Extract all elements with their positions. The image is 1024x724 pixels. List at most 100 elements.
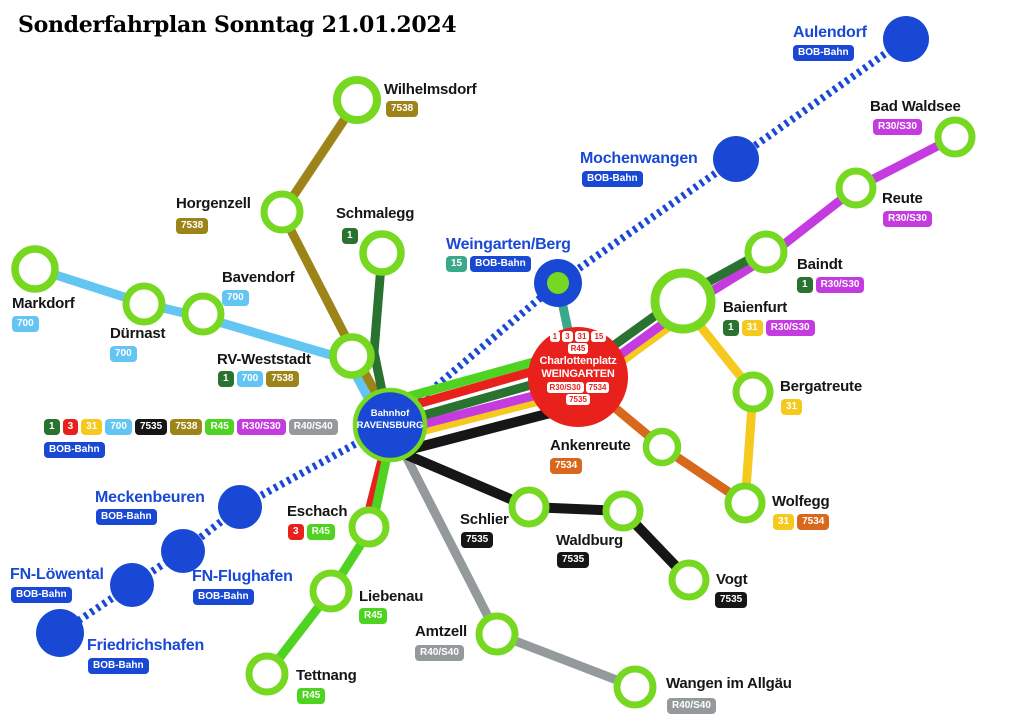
station-node-wilhelmsdorf xyxy=(333,76,381,124)
line-badge-1: 1 xyxy=(44,419,60,435)
badge-group-eschach: 3 R45 xyxy=(288,524,335,540)
line-badge-r45: R45 xyxy=(205,419,234,435)
station-node-rv-weststadt xyxy=(329,333,375,379)
hub-label-charlottenplatz-line1: Charlottenplatz xyxy=(539,355,617,368)
page-title: Sonderfahrplan Sonntag 21.01.2024 xyxy=(18,12,457,38)
station-node-vogt xyxy=(668,559,710,601)
badge-group-fn-loewental: BOB-Bahn xyxy=(11,587,72,603)
station-node-waldburg xyxy=(602,490,644,532)
charlottenplatz-badge-row-2: R45 xyxy=(567,343,589,355)
hub-label-ravensburg-line2: RAVENSBURG xyxy=(356,419,424,431)
charlottenplatz-badge-row-1: 1 3 31 15 xyxy=(549,331,607,343)
hub-label-ravensburg: Bahnhof RAVENSBURG xyxy=(346,408,434,432)
badge-group-ravensburg-bob: BOB-Bahn xyxy=(44,442,105,458)
badge-group-liebenau: R45 xyxy=(359,608,388,624)
station-label-bavendorf: Bavendorf xyxy=(222,269,295,286)
line-badge-bob-bahn: BOB-Bahn xyxy=(793,45,854,61)
station-node-aulendorf xyxy=(883,16,929,62)
line-badge-3: 3 xyxy=(62,419,79,435)
station-label-fn-loewental: FN-Löwental xyxy=(10,566,104,583)
line-badge-bob-bahn: BOB-Bahn xyxy=(88,658,149,674)
station-node-baindt xyxy=(744,230,788,274)
station-label-baienfurt: Baienfurt xyxy=(723,299,788,316)
station-label-schlier: Schlier xyxy=(460,511,509,528)
line-badge-r40-s40: R40/S40 xyxy=(667,698,716,714)
badge-group-schmalegg: 1 xyxy=(342,228,358,244)
line-badge-3: 3 xyxy=(562,331,573,343)
line-badge-700: 700 xyxy=(222,290,249,306)
line-badge-700: 700 xyxy=(12,316,39,332)
station-label-vogt: Vogt xyxy=(716,571,748,588)
charlottenplatz-badge-row-3: R30/S30 7534 xyxy=(546,381,610,393)
line-badge-r30-s30: R30/S30 xyxy=(883,211,932,227)
station-label-rv-weststadt: RV-Weststadt xyxy=(217,351,311,368)
line-badge-31: 31 xyxy=(773,514,795,530)
line-badge-1: 1 xyxy=(549,331,561,343)
station-label-fn-flughafen: FN-Flughafen xyxy=(192,568,293,585)
line-badge-7535: 7535 xyxy=(566,393,590,405)
badge-group-weingarten-berg: 15 BOB-Bahn xyxy=(446,256,531,272)
line-badge-bob-bahn: BOB-Bahn xyxy=(44,442,105,458)
badge-group-bergatreute: 31 xyxy=(781,399,803,415)
hub-node-ravensburg xyxy=(352,387,428,463)
station-node-markdorf xyxy=(11,245,59,293)
badge-group-ravensburg-lines: 1 3 31 700 7535 7538 R45 R30/S30 R40/S40 xyxy=(44,419,338,435)
badge-group-duernast: 700 xyxy=(110,346,137,362)
badge-group-markdorf: 700 xyxy=(12,316,39,332)
badge-group-bavendorf: 700 xyxy=(222,290,249,306)
station-label-mochenwangen: Mochenwangen xyxy=(580,150,698,167)
station-label-friedrichshafen: Friedrichshafen xyxy=(87,637,205,654)
line-7538-path xyxy=(277,96,395,424)
station-node-amtzell xyxy=(475,612,519,656)
station-label-tettnang: Tettnang xyxy=(296,667,357,684)
line-badge-r30-s30: R30/S30 xyxy=(546,381,584,393)
station-label-wolfegg: Wolfegg xyxy=(772,493,830,510)
station-node-bad-waldsee xyxy=(934,116,976,158)
badge-group-baienfurt: 1 31 R30/S30 xyxy=(723,320,815,336)
badge-group-rv-weststadt: 1 700 7538 xyxy=(218,371,299,387)
line-badge-31: 31 xyxy=(574,331,590,343)
station-node-liebenau xyxy=(309,569,353,613)
station-node-horgenzell xyxy=(260,190,304,234)
station-label-schmalegg: Schmalegg xyxy=(336,205,415,222)
line-badge-bob-bahn: BOB-Bahn xyxy=(96,509,157,525)
badge-group-schlier: 7535 xyxy=(461,532,494,548)
line-badge-1: 1 xyxy=(342,228,358,244)
badge-group-amtzell: R40/S40 xyxy=(415,645,464,661)
line-badge-7535: 7535 xyxy=(134,419,168,435)
station-label-liebenau: Liebenau xyxy=(359,588,424,605)
station-node-bergatreute xyxy=(732,371,774,413)
station-label-duernast: Dürnast xyxy=(110,325,166,342)
line-badge-15: 15 xyxy=(446,256,468,272)
line-badge-r40-s40: R40/S40 xyxy=(415,645,464,661)
station-node-meckenbeuren xyxy=(218,485,262,529)
station-node-wolfegg xyxy=(724,482,766,524)
badge-group-aulendorf: BOB-Bahn xyxy=(793,45,854,61)
line-badge-1: 1 xyxy=(797,277,813,293)
station-node-schmalegg xyxy=(359,230,405,276)
station-label-aulendorf: Aulendorf xyxy=(793,24,867,41)
station-label-bad-waldsee: Bad Waldsee xyxy=(870,98,961,115)
station-node-wangen xyxy=(613,665,657,709)
line-badge-r30-s30: R30/S30 xyxy=(236,419,286,435)
line-badge-7535: 7535 xyxy=(461,532,494,548)
line-badge-31: 31 xyxy=(781,399,803,415)
line-badge-31: 31 xyxy=(81,419,103,435)
hub-node-charlottenplatz xyxy=(528,327,628,427)
hub-label-ravensburg-line1: Bahnhof xyxy=(370,408,410,419)
badge-group-mochenwangen: BOB-Bahn xyxy=(582,171,643,187)
charlottenplatz-badge-row-4: 7535 xyxy=(566,393,590,405)
line-badge-1: 1 xyxy=(723,320,739,336)
line-badge-7535: 7535 xyxy=(715,592,748,608)
station-label-baindt: Baindt xyxy=(797,256,843,273)
line-badge-bob-bahn: BOB-Bahn xyxy=(470,256,531,272)
line-badge-bob-bahn: BOB-Bahn xyxy=(193,589,254,605)
station-node-ankenreute xyxy=(642,427,682,467)
line-badge-7538: 7538 xyxy=(266,371,299,387)
station-node-mochenwangen xyxy=(713,136,759,182)
badge-group-horgenzell: 7538 xyxy=(176,218,209,234)
badge-group-friedrichshafen: BOB-Bahn xyxy=(88,658,149,674)
line-badge-15: 15 xyxy=(591,331,607,343)
badge-group-reute: R30/S30 xyxy=(883,211,932,227)
line-badge-r45: R45 xyxy=(567,343,589,355)
